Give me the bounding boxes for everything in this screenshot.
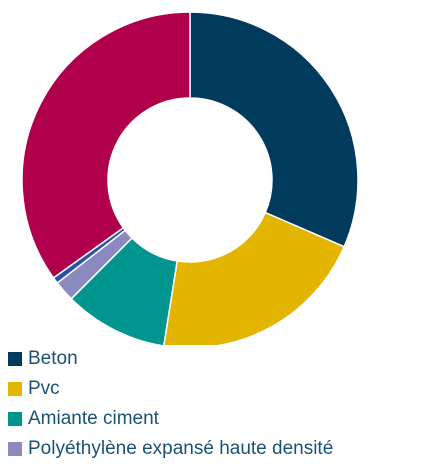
slice-unlabeled-5 — [21, 11, 191, 279]
legend-swatch-pvc — [8, 382, 22, 396]
legend-item-amiante-ciment: Amiante ciment — [8, 404, 333, 434]
legend-swatch-beton — [8, 352, 22, 366]
legend-item-polyethylene: Polyéthylène expansé haute densité — [8, 434, 333, 464]
slice-pvc — [163, 211, 346, 345]
slice-beton — [189, 11, 359, 248]
legend-label-polyethylene: Polyéthylène expansé haute densité — [28, 438, 334, 459]
legend-item-beton: Beton — [8, 344, 333, 374]
chart-legend: Beton Pvc Amiante ciment Polyéthylène ex… — [8, 344, 333, 464]
donut-chart — [21, 11, 359, 345]
legend-item-pvc: Pvc — [8, 374, 333, 404]
legend-label-amiante-ciment: Amiante ciment — [28, 408, 159, 429]
legend-swatch-polyethylene — [8, 442, 22, 456]
legend-label-pvc: Pvc — [28, 378, 60, 399]
legend-swatch-amiante-ciment — [8, 412, 22, 426]
legend-label-beton: Beton — [28, 348, 78, 369]
